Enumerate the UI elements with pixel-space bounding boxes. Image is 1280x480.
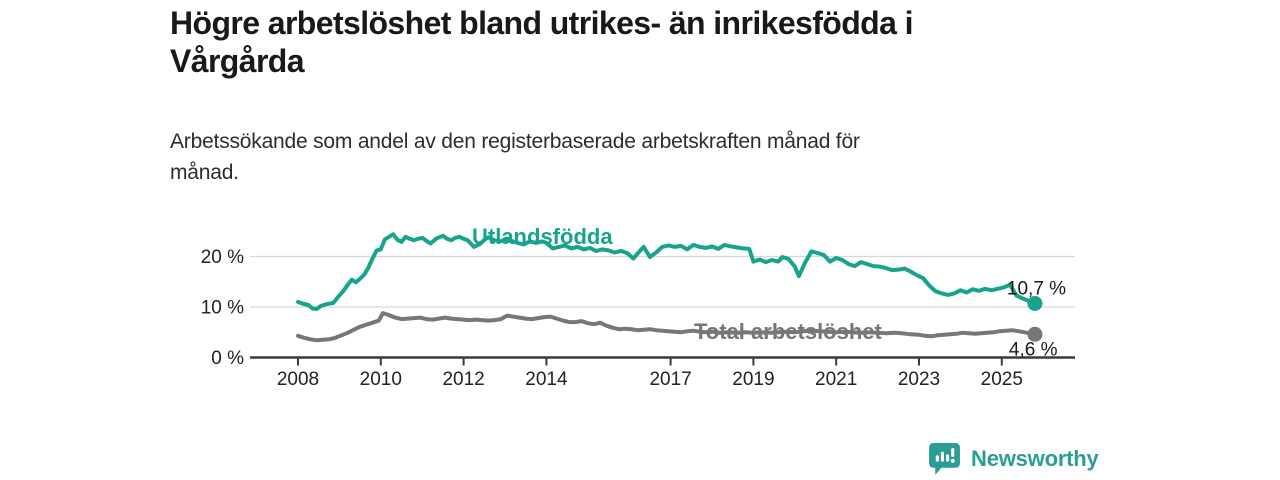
x-tick-label: 2025 [981,369,1023,390]
series-end-value-total-arbetsl-shet: 4,6 % [1009,339,1058,360]
x-tick-label: 2010 [360,369,402,390]
newsworthy-icon [929,443,960,475]
chart-subtitle-line1: Arbetssökande som andel av den registerb… [170,130,860,153]
x-tick-label: 2017 [649,369,691,390]
x-tick-label: 2019 [732,369,774,390]
series-end-dot-utlandsf-dda [1027,295,1043,311]
brand-name: Newsworthy [971,445,1099,471]
series-line-utlandsf-dda [296,232,1037,311]
series-label-utlandsf-dda: Utlandsfödda [472,224,613,249]
series-label-total-arbetsl-shet: Total arbetslöshet [694,319,883,344]
series-end-dot-total-arbetsl-shet [1027,326,1043,342]
y-tick-label: 10 % [201,298,244,319]
chart-title-line1: Högre arbetslöshet bland utrikes- än inr… [170,5,914,41]
newsworthy-logo: Newsworthy [928,441,1099,476]
x-tick-label: 2008 [277,369,319,390]
chart-subtitle: Arbetssökande som andel av den registerb… [170,126,1170,188]
y-tick-label: 20 % [201,247,244,268]
y-tick-label: 0 % [211,348,244,369]
x-tick-label: 2012 [442,369,484,390]
x-tick-label: 2014 [525,369,568,390]
x-tick-label: 2021 [815,369,857,390]
series-end-value-utlandsf-dda: 10,7 % [1007,278,1066,299]
x-tick-label: 2023 [898,369,940,390]
chart-subtitle-line2: månad. [170,161,239,184]
chart-title: Högre arbetslöshet bland utrikes- än inr… [170,4,1170,80]
chart-title-line2: Vårgårda [170,43,305,79]
series-line-total-arbetsl-shet [296,311,1037,343]
